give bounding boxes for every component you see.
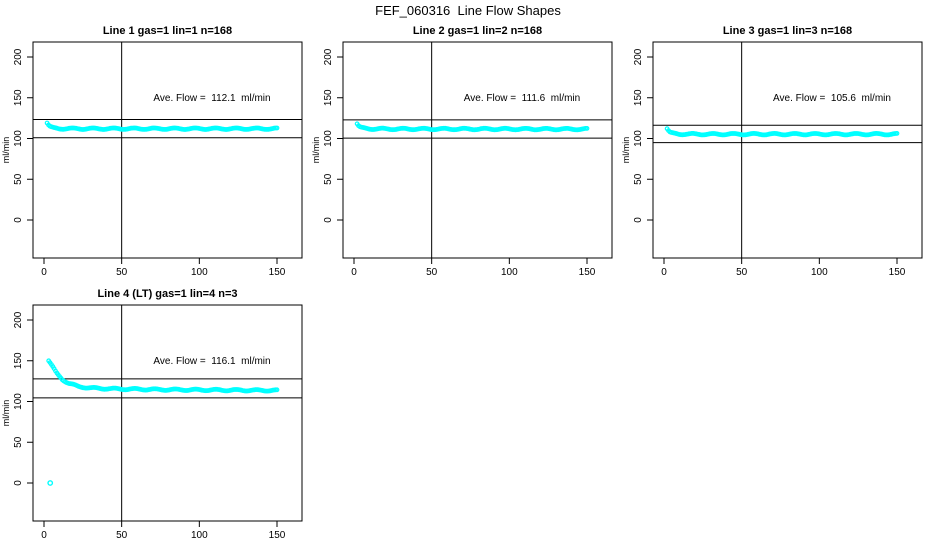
y-axis: 0 50 100 150 200 ml/min — [1, 48, 33, 223]
svg-text:200: 200 — [323, 48, 334, 65]
x-axis: 0 50 100 150 — [41, 258, 286, 278]
svg-text:150: 150 — [269, 267, 286, 278]
panel-title: Line 4 (LT) gas=1 lin=4 n=3 — [97, 288, 238, 300]
ave-flow-annotation: Ave. Flow = 111.6 ml/min — [464, 93, 580, 104]
y-axis: 0 50 100 150 200 ml/min — [311, 48, 343, 223]
svg-text:100: 100 — [13, 393, 24, 410]
svg-text:200: 200 — [13, 311, 24, 328]
svg-text:100: 100 — [191, 267, 208, 278]
svg-text:50: 50 — [116, 267, 128, 278]
svg-text:150: 150 — [633, 89, 644, 106]
svg-text:200: 200 — [633, 48, 644, 65]
ave-flow-annotation: Ave. Flow = 112.1 ml/min — [153, 93, 270, 104]
svg-text:50: 50 — [13, 173, 24, 185]
svg-text:0: 0 — [41, 267, 47, 278]
svg-text:0: 0 — [661, 267, 667, 278]
plot-box — [32, 304, 303, 522]
y-axis: 0 50 100 150 200 ml/min — [621, 48, 653, 223]
reference-lines — [33, 305, 302, 521]
y-axis: 0 50 100 150 200 ml/min — [1, 311, 33, 486]
svg-text:150: 150 — [13, 352, 24, 369]
panel-line2: Line 2 gas=1 lin=2 n=168 0 50 100 150 200 ml/… — [310, 24, 630, 284]
svg-text:150: 150 — [323, 89, 334, 106]
svg-text:100: 100 — [13, 130, 24, 147]
ave-flow-annotation: Ave. Flow = 116.1 ml/min — [153, 356, 270, 367]
svg-text:0: 0 — [633, 217, 644, 223]
svg-text:0: 0 — [351, 267, 357, 278]
data-points — [44, 120, 280, 132]
plot-box — [652, 41, 923, 259]
y-axis-label: ml/min — [621, 137, 631, 164]
svg-text:50: 50 — [736, 267, 748, 278]
x-axis: 0 50 100 150 — [351, 258, 596, 278]
svg-text:0: 0 — [13, 217, 24, 223]
svg-text:100: 100 — [191, 530, 208, 540]
data-points — [46, 358, 280, 486]
reference-lines — [33, 42, 302, 258]
svg-text:50: 50 — [633, 173, 644, 185]
panel-line4: Line 4 (LT) gas=1 lin=4 n=3 0 50 100 150 200… — [0, 287, 320, 540]
svg-text:50: 50 — [323, 173, 334, 185]
plot-box — [342, 41, 613, 259]
svg-text:0: 0 — [323, 217, 334, 223]
svg-text:50: 50 — [116, 530, 128, 540]
ave-flow-annotation: Ave. Flow = 105.6 ml/min — [773, 93, 891, 104]
plot-area: 0 50 100 150 200 ml/min 0 50 100 150 Ave. Flow = 1… — [1, 41, 303, 278]
svg-text:100: 100 — [811, 267, 828, 278]
y-axis-label: ml/min — [1, 137, 11, 164]
plot-area: 0 50 100 150 200 ml/min 0 50 100 150 Ave. Flow = 1… — [311, 41, 613, 278]
reference-lines — [343, 42, 612, 258]
x-axis: 0 50 100 150 — [41, 521, 286, 540]
svg-text:50: 50 — [426, 267, 438, 278]
plot-box — [32, 41, 303, 259]
svg-text:200: 200 — [13, 48, 24, 65]
panel-title: Line 3 gas=1 lin=3 n=168 — [722, 25, 853, 37]
svg-text:100: 100 — [501, 267, 518, 278]
y-axis-label: ml/min — [1, 400, 11, 427]
panel-line3: Line 3 gas=1 lin=3 n=168 0 50 100 150 200 ml/… — [620, 24, 936, 284]
svg-text:100: 100 — [323, 130, 334, 147]
x-axis: 0 50 100 150 — [661, 258, 906, 278]
svg-text:150: 150 — [13, 89, 24, 106]
svg-text:150: 150 — [579, 267, 596, 278]
svg-text:100: 100 — [633, 130, 644, 147]
figure-title: FEF_060316 Line Flow Shapes — [375, 3, 561, 18]
panel-title: Line 1 gas=1 lin=1 n=168 — [102, 25, 233, 37]
svg-text:0: 0 — [41, 530, 47, 540]
svg-text:50: 50 — [13, 436, 24, 448]
svg-text:150: 150 — [889, 267, 906, 278]
panel-line1: Line 1 gas=1 lin=1 n=168 0 50 100 150 200 ml/… — [0, 24, 320, 284]
y-axis-label: ml/min — [311, 137, 321, 164]
plot-area: 0 50 100 150 200 ml/min 0 50 100 150 Ave. Flow = 1… — [1, 304, 303, 540]
reference-lines — [653, 42, 922, 258]
svg-text:150: 150 — [269, 530, 286, 540]
plot-area: 0 50 100 150 200 ml/min 0 50 100 150 Ave. Flow = 1… — [621, 41, 923, 278]
data-points — [354, 121, 590, 133]
svg-text:0: 0 — [13, 480, 24, 486]
data-points — [664, 126, 900, 138]
panel-title: Line 2 gas=1 lin=2 n=168 — [412, 25, 543, 37]
